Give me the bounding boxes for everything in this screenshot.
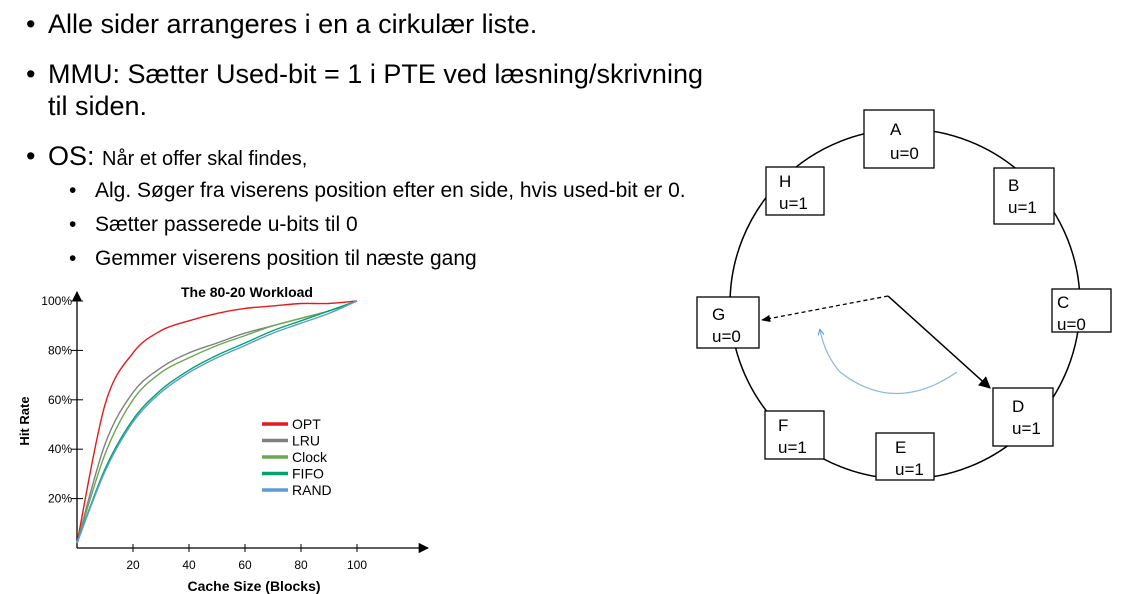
page-b-ubit: u=1 — [1008, 198, 1037, 217]
y-tick-label-40: 40% — [48, 442, 72, 456]
page-box-a: A u=0 — [863, 109, 935, 169]
legend-label-rand: RAND — [292, 482, 332, 498]
bullet-1-text: Alle sider arrangeres i en a cirkulær li… — [48, 9, 538, 39]
legend-label-fifo: FIFO — [292, 466, 324, 482]
series-line-clock — [76, 300, 358, 544]
page-box-e: E u=1 — [875, 432, 935, 481]
y-tick-label-60: 60% — [48, 393, 72, 407]
x-tick-label-80: 80 — [294, 558, 308, 572]
legend-label-opt: OPT — [292, 416, 321, 432]
page-h-name: H — [779, 172, 791, 191]
sub-bullet-2-text: Sætter passerede u-bits til 0 — [95, 213, 358, 236]
clock-hand-arrow — [887, 295, 991, 389]
page-d-ubit: u=1 — [1012, 419, 1041, 438]
sub-bullet-1-text: Alg. Søger fra viserens position efter e… — [95, 179, 686, 202]
bullet-2-text: MMU: Sætter Used-bit = 1 i PTE ved læsni… — [48, 59, 703, 89]
x-tick-label-20: 20 — [126, 558, 140, 572]
series-line-rand — [76, 300, 358, 544]
legend-label-lru: LRU — [292, 433, 320, 449]
page-b-name: B — [1008, 176, 1019, 195]
sub-bullet-3-text: Gemmer viserens position til næste gang — [95, 247, 477, 270]
page-e-ubit: u=1 — [895, 460, 924, 479]
bullet-3-prefix: OS: — [48, 141, 95, 171]
page-e-name: E — [895, 438, 906, 457]
series-line-fifo — [76, 300, 358, 544]
page-c-ubit: u=0 — [1057, 315, 1086, 334]
y-tick-label-100: 100% — [41, 294, 72, 308]
y-axis-label: Hit Rate — [17, 396, 32, 445]
dashed-pointer-arrow — [761, 295, 889, 323]
legend-label-clock: Clock — [292, 449, 328, 465]
page-a-ubit: u=0 — [890, 144, 919, 163]
page-g-ubit: u=0 — [712, 327, 741, 346]
series-line-opt — [76, 300, 358, 544]
page-d-name: D — [1012, 397, 1024, 416]
page-f-ubit: u=1 — [778, 438, 807, 457]
page-g-name: G — [712, 305, 725, 324]
chart-title: The 80-20 Workload — [181, 284, 313, 300]
bullet-3-text: Når et offer skal findes, — [102, 148, 308, 170]
bullet-2-text-cont: til siden. — [48, 91, 148, 121]
page-box-b: B u=1 — [993, 167, 1055, 225]
page-box-d: D u=1 — [992, 387, 1054, 447]
page-a-name: A — [890, 120, 902, 139]
page-c-name: C — [1057, 293, 1069, 312]
page-box-h: H u=1 — [765, 166, 825, 216]
y-tick-label-80: 80% — [48, 343, 72, 357]
x-axis-label: Cache Size (Blocks) — [187, 578, 320, 594]
page-box-f: F u=1 — [764, 410, 825, 460]
x-tick-label-60: 60 — [238, 558, 252, 572]
x-tick-label-100: 100 — [347, 558, 367, 572]
page-box-c: C u=0 — [1051, 288, 1112, 334]
page-h-ubit: u=1 — [779, 194, 808, 213]
y-tick-label-20: 20% — [48, 492, 72, 506]
rotation-arrow — [820, 330, 958, 395]
page-f-name: F — [778, 416, 788, 435]
x-tick-label-40: 40 — [182, 558, 196, 572]
page-box-g: G u=0 — [696, 296, 760, 349]
